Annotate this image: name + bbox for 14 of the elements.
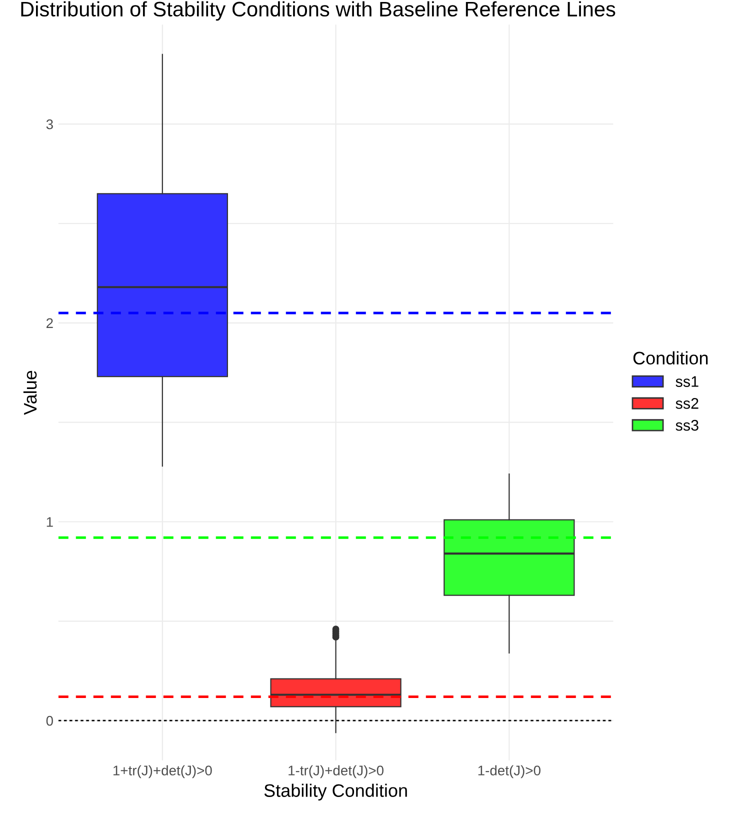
y-tick-label: 3 [46, 119, 53, 130]
x-tick-label: 1-tr(J)+det(J)>0 [288, 765, 384, 778]
legend-title: Condition [633, 351, 708, 365]
x-tick-label: 1+tr(J)+det(J)>0 [114, 765, 212, 778]
y-axis-title: Value [23, 370, 37, 415]
y-tick-label: 0 [46, 716, 53, 726]
y-tick-label: 2 [46, 318, 53, 328]
chart-title: Distribution of Stability Conditions with Baseline Reference Lines [21, 1, 616, 21]
legend-label: ss1 [676, 376, 698, 387]
legend-label: ss2 [676, 398, 698, 409]
x-tick-label: 1-det(J)>0 [478, 765, 540, 778]
y-tick-label: 1 [46, 517, 53, 527]
x-axis-title: Stability Condition [264, 784, 407, 801]
legend-label: ss3 [676, 420, 698, 431]
